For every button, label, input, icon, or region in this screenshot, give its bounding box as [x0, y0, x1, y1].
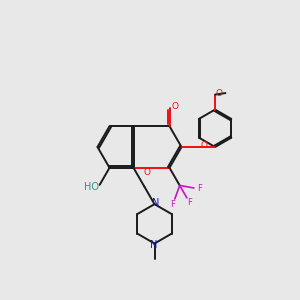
Text: N: N — [150, 240, 157, 250]
Text: F: F — [197, 184, 202, 194]
Text: O: O — [216, 89, 223, 98]
Text: O: O — [200, 141, 207, 150]
Text: F: F — [170, 200, 175, 208]
Text: F: F — [187, 198, 192, 207]
Text: O: O — [143, 168, 151, 177]
Text: HO: HO — [84, 182, 99, 192]
Text: O: O — [171, 102, 178, 111]
Text: N: N — [152, 198, 159, 208]
